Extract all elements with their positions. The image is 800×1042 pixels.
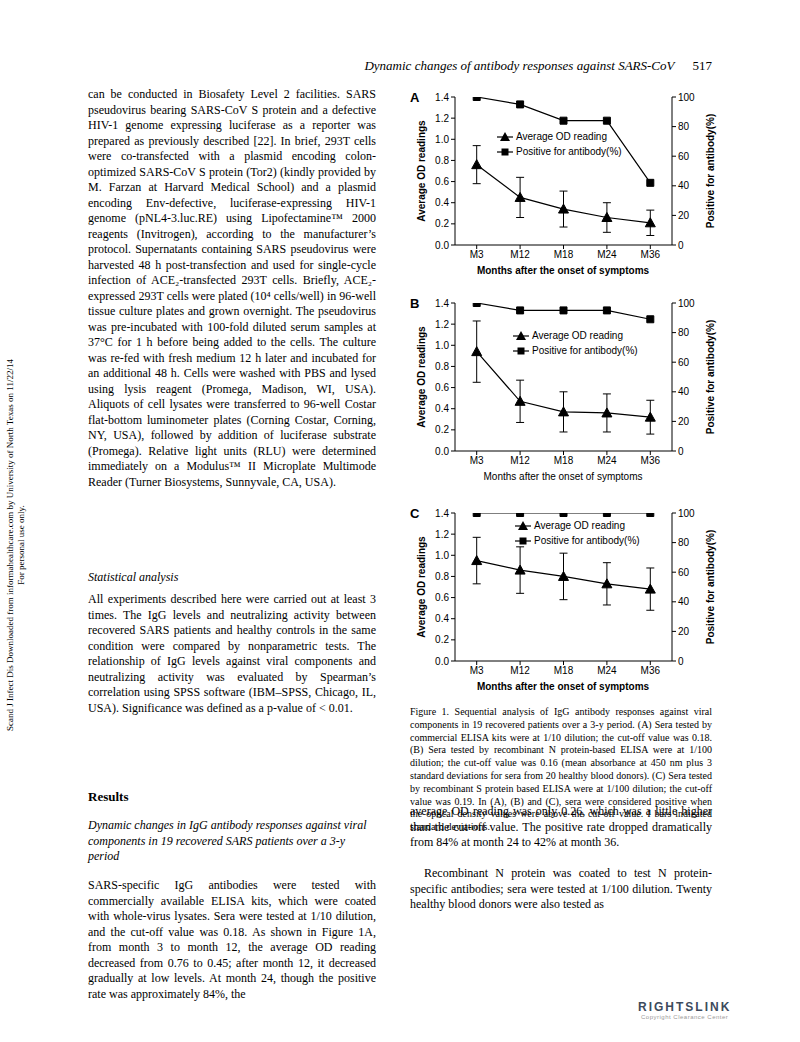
svg-text:M24: M24 xyxy=(597,249,617,260)
svg-text:100: 100 xyxy=(678,298,695,309)
svg-text:0.4: 0.4 xyxy=(435,613,449,624)
svg-text:40: 40 xyxy=(678,596,690,607)
html-text:Positive for antibody(%): Positive for antibody(%) xyxy=(516,146,622,157)
svg-text:1.4: 1.4 xyxy=(435,298,449,309)
svg-text:20: 20 xyxy=(678,416,690,427)
svg-text:20: 20 xyxy=(678,626,690,637)
svg-text:M18: M18 xyxy=(554,249,574,260)
svg-text:M24: M24 xyxy=(597,455,617,466)
svg-text:0.8: 0.8 xyxy=(435,361,449,372)
html-text:Average OD readings: Average OD readings xyxy=(415,120,427,222)
svg-text:0: 0 xyxy=(678,656,684,667)
html-text:Average OD readings: Average OD readings xyxy=(415,536,427,638)
html-text:B: B xyxy=(410,296,420,311)
html-text:Positive for antibody(%): Positive for antibody(%) xyxy=(704,319,716,435)
svg-text:0: 0 xyxy=(678,446,684,457)
html-text:Figure 1. Sequential analysis: Figure 1. Sequential analysis of IgG ant… xyxy=(410,706,712,833)
svg-text:M12: M12 xyxy=(510,249,530,260)
svg-text:40: 40 xyxy=(678,386,690,397)
html-text:A: A xyxy=(410,90,420,105)
html-text:Average OD reading: Average OD reading xyxy=(516,131,607,142)
svg-text:1.2: 1.2 xyxy=(435,529,449,540)
svg-text:80: 80 xyxy=(678,327,690,338)
html-text:SARS-specific IgG antibodies w: SARS-specific IgG antibodies were tested… xyxy=(88,878,376,1001)
svg-text:0: 0 xyxy=(678,240,684,251)
svg-text:0.0: 0.0 xyxy=(435,656,449,667)
html-text:RIGHTSLINK: RIGHTSLINK xyxy=(638,1000,732,1014)
html-text:For personal use only.: For personal use only. xyxy=(16,505,26,585)
svg-text:0.8: 0.8 xyxy=(435,571,449,582)
svg-text:M24: M24 xyxy=(597,665,617,676)
svg-text:M3: M3 xyxy=(470,665,484,676)
html-text:Copyright Clearance Center: Copyright Clearance Center xyxy=(641,1014,729,1020)
svg-text:M36: M36 xyxy=(641,665,661,676)
svg-text:0.2: 0.2 xyxy=(435,218,449,229)
html-text:Months after the onset of symp: Months after the onset of symptoms xyxy=(476,680,650,692)
svg-text:80: 80 xyxy=(678,537,690,548)
svg-text:0.4: 0.4 xyxy=(435,403,449,414)
svg-text:1.4: 1.4 xyxy=(435,92,449,103)
html-text:can be conducted in Biosafety: can be conducted in Biosafety Level 2 fa… xyxy=(88,87,376,489)
html-text:Statistical analysis: Statistical analysis xyxy=(88,570,179,584)
svg-text:1.0: 1.0 xyxy=(435,134,449,145)
svg-text:80: 80 xyxy=(678,121,690,132)
html-text:average OD reading was only 0.: average OD reading was only 0.26, which … xyxy=(410,804,712,849)
html-text:Scand J Infect Dis Downloaded: Scand J Infect Dis Downloaded from infor… xyxy=(5,359,15,731)
svg-text:M3: M3 xyxy=(470,249,484,260)
svg-text:0.2: 0.2 xyxy=(435,424,449,435)
html-text:Results: Results xyxy=(88,789,129,804)
svg-text:M12: M12 xyxy=(510,455,530,466)
svg-text:0.2: 0.2 xyxy=(435,634,449,645)
svg-text:40: 40 xyxy=(678,180,690,191)
html-text:C: C xyxy=(410,506,420,521)
html-text:Average OD reading: Average OD reading xyxy=(534,520,625,531)
svg-text:60: 60 xyxy=(678,567,690,578)
svg-text:0.6: 0.6 xyxy=(435,382,449,393)
html-text:Positive for antibody(%): Positive for antibody(%) xyxy=(534,535,640,546)
html-text:Average OD reading: Average OD reading xyxy=(532,330,623,341)
html-text:517: 517 xyxy=(692,58,712,73)
svg-text:1.0: 1.0 xyxy=(435,550,449,561)
svg-text:0.6: 0.6 xyxy=(435,592,449,603)
html-text:Positive for antibody(%): Positive for antibody(%) xyxy=(704,113,716,229)
svg-text:1.0: 1.0 xyxy=(435,340,449,351)
svg-text:100: 100 xyxy=(678,508,695,519)
html-text:Positive for antibody(%): Positive for antibody(%) xyxy=(532,345,638,356)
html-text:Average OD readings: Average OD readings xyxy=(415,326,427,428)
svg-text:M3: M3 xyxy=(470,455,484,466)
svg-text:M18: M18 xyxy=(554,665,574,676)
svg-text:M18: M18 xyxy=(554,455,574,466)
html-text:Recombinant N protein was coat: Recombinant N protein was coated to test… xyxy=(410,866,712,911)
svg-text:1.2: 1.2 xyxy=(435,319,449,330)
svg-text:0.0: 0.0 xyxy=(435,240,449,251)
svg-text:1.2: 1.2 xyxy=(435,113,449,124)
svg-text:60: 60 xyxy=(678,357,690,368)
svg-text:0.4: 0.4 xyxy=(435,197,449,208)
html-text:All experiments described here: All experiments described here were carr… xyxy=(88,592,376,715)
svg-text:20: 20 xyxy=(678,210,690,221)
html-text:Positive for antibody(%): Positive for antibody(%) xyxy=(704,529,716,645)
svg-text:0.6: 0.6 xyxy=(435,176,449,187)
svg-text:100: 100 xyxy=(678,92,695,103)
svg-text:M36: M36 xyxy=(641,455,661,466)
html-text:Dynamic changes in IgG antibod: Dynamic changes in IgG antibody response… xyxy=(88,818,367,863)
svg-text:M36: M36 xyxy=(641,249,661,260)
html-text:Months after the onset of symp: Months after the onset of symptoms xyxy=(483,470,643,482)
svg-text:60: 60 xyxy=(678,151,690,162)
svg-text:0.8: 0.8 xyxy=(435,155,449,166)
html-text:Dynamic changes of antibody re: Dynamic changes of antibody responses ag… xyxy=(364,58,675,73)
svg-text:M12: M12 xyxy=(510,665,530,676)
svg-text:0.0: 0.0 xyxy=(435,446,449,457)
svg-text:1.4: 1.4 xyxy=(435,508,449,519)
html-text:Months after the onset of symp: Months after the onset of symptoms xyxy=(476,264,650,276)
